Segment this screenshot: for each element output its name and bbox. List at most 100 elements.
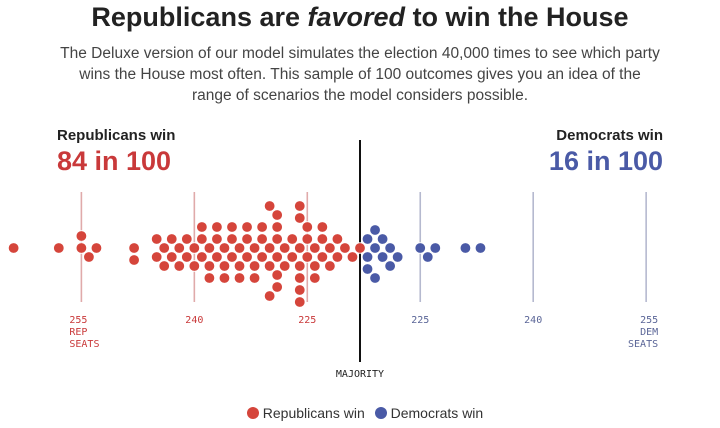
rep-outcome-dot xyxy=(181,251,193,263)
rep-outcome-dot xyxy=(271,281,283,293)
rep-outcome-dot xyxy=(226,233,238,245)
rep-outcome-dot xyxy=(294,272,306,284)
rep-outcome-dot xyxy=(271,251,283,263)
rep-outcome-dot xyxy=(271,221,283,233)
dem-tick-label: SEATS xyxy=(628,339,658,350)
rep-outcome-dot xyxy=(166,251,178,263)
rep-outcome-dot xyxy=(7,242,20,254)
dem-odds: 16 in 100 xyxy=(548,146,663,176)
rep-outcome-dot xyxy=(324,260,336,272)
rep-outcome-dot xyxy=(271,233,283,245)
rep-outcome-dot xyxy=(233,272,246,284)
rep-outcome-dot xyxy=(181,233,193,245)
rep-outcome-dot xyxy=(218,242,231,254)
rep-outcome-dot xyxy=(203,260,216,272)
rep-outcome-dot xyxy=(248,260,261,272)
rep-outcome-dot xyxy=(331,233,344,245)
rep-outcome-dot xyxy=(286,233,298,245)
rep-outcome-dot xyxy=(211,233,223,245)
rep-outcome-dot xyxy=(316,221,329,233)
legend: Republicans win Democrats win xyxy=(0,405,720,421)
rep-outcome-dot xyxy=(346,251,359,263)
rep-outcome-dot xyxy=(196,221,208,233)
rep-outcome-dot xyxy=(316,251,329,263)
majority-label: MAJORITY xyxy=(336,369,384,380)
rep-outcome-dot xyxy=(301,233,313,245)
rep-outcome-dot xyxy=(309,260,321,272)
rep-outcome-dot xyxy=(203,272,216,284)
dem-outcome-dot xyxy=(369,242,381,254)
dem-label: Democrats win xyxy=(556,127,663,144)
rep-outcome-dot xyxy=(241,221,253,233)
rep-outcome-dot xyxy=(294,200,306,212)
rep-outcome-dot xyxy=(248,242,261,254)
rep-outcome-dot xyxy=(218,272,231,284)
rep-outcome-dot xyxy=(166,233,178,245)
rep-outcome-dot xyxy=(294,242,306,254)
rep-outcome-dot xyxy=(256,221,268,233)
rep-outcome-dot xyxy=(173,242,185,254)
rep-outcome-dot xyxy=(263,260,276,272)
rep-outcome-dot xyxy=(173,260,185,272)
dem-outcome-dot xyxy=(361,263,374,275)
dem-outcome-dot xyxy=(376,251,389,263)
rep-outcome-dot xyxy=(218,260,231,272)
rep-outcome-dot xyxy=(256,251,268,263)
dem-outcome-dot xyxy=(376,233,389,245)
chart-title: Republicans are favored to win the House xyxy=(0,2,720,33)
rep-outcome-dot xyxy=(90,242,103,254)
rep-outcome-dot xyxy=(241,251,253,263)
legend-rep-label: Republicans win xyxy=(262,405,365,421)
dem-outcome-dot xyxy=(391,251,404,263)
rep-outcome-dot xyxy=(256,233,268,245)
rep-outcome-dot xyxy=(286,251,298,263)
rep-outcome-dot xyxy=(53,242,65,254)
rep-outcome-dot xyxy=(211,221,223,233)
rep-outcome-dot xyxy=(331,251,344,263)
rep-outcome-dot xyxy=(301,221,313,233)
rep-tick-label: 225 xyxy=(298,315,316,326)
rep-outcome-dot xyxy=(83,251,95,263)
rep-outcome-dot xyxy=(294,260,306,272)
rep-outcome-dot xyxy=(211,251,223,263)
rep-tick-label: 240 xyxy=(185,315,203,326)
rep-outcome-dot xyxy=(128,242,140,254)
rep-outcome-dot xyxy=(316,233,329,245)
dem-outcome-dot xyxy=(414,242,426,254)
legend-rep-swatch xyxy=(246,407,259,419)
rep-outcome-dot xyxy=(196,251,208,263)
rep-outcome-dot xyxy=(324,242,336,254)
rep-outcome-dot xyxy=(158,260,170,272)
dem-outcome-dot xyxy=(422,251,434,263)
rep-tick-label: REP xyxy=(69,327,87,338)
legend-dem-swatch xyxy=(374,407,387,419)
dem-outcome-dot xyxy=(384,260,396,272)
rep-label: Republicans win xyxy=(57,127,176,144)
rep-outcome-dot xyxy=(128,254,140,266)
dem-tick-label: 255 xyxy=(640,315,658,326)
dem-outcome-dot xyxy=(384,242,396,254)
title-text-end: to win the House xyxy=(405,2,629,32)
rep-outcome-dot xyxy=(150,233,163,245)
rep-outcome-dot xyxy=(188,260,201,272)
rep-outcome-dot xyxy=(226,221,238,233)
dem-outcome-dot xyxy=(369,272,381,284)
rep-outcome-dot xyxy=(294,296,306,308)
dem-outcome-dot xyxy=(361,233,374,245)
rep-outcome-dot xyxy=(294,212,306,224)
rep-outcome-dot xyxy=(309,242,321,254)
rep-outcome-dot xyxy=(203,242,216,254)
rep-tick-label: 255 xyxy=(69,315,87,326)
rep-odds: 84 in 100 xyxy=(57,146,172,176)
dem-outcome-dot xyxy=(369,224,381,236)
rep-outcome-dot xyxy=(241,233,253,245)
rep-outcome-dot xyxy=(226,251,238,263)
rep-outcome-dot xyxy=(263,200,276,212)
rep-outcome-dot xyxy=(196,233,208,245)
rep-outcome-dot xyxy=(233,260,246,272)
rep-outcome-dot xyxy=(263,290,276,302)
dem-tick-label: 240 xyxy=(524,315,542,326)
rep-outcome-dot xyxy=(158,242,170,254)
